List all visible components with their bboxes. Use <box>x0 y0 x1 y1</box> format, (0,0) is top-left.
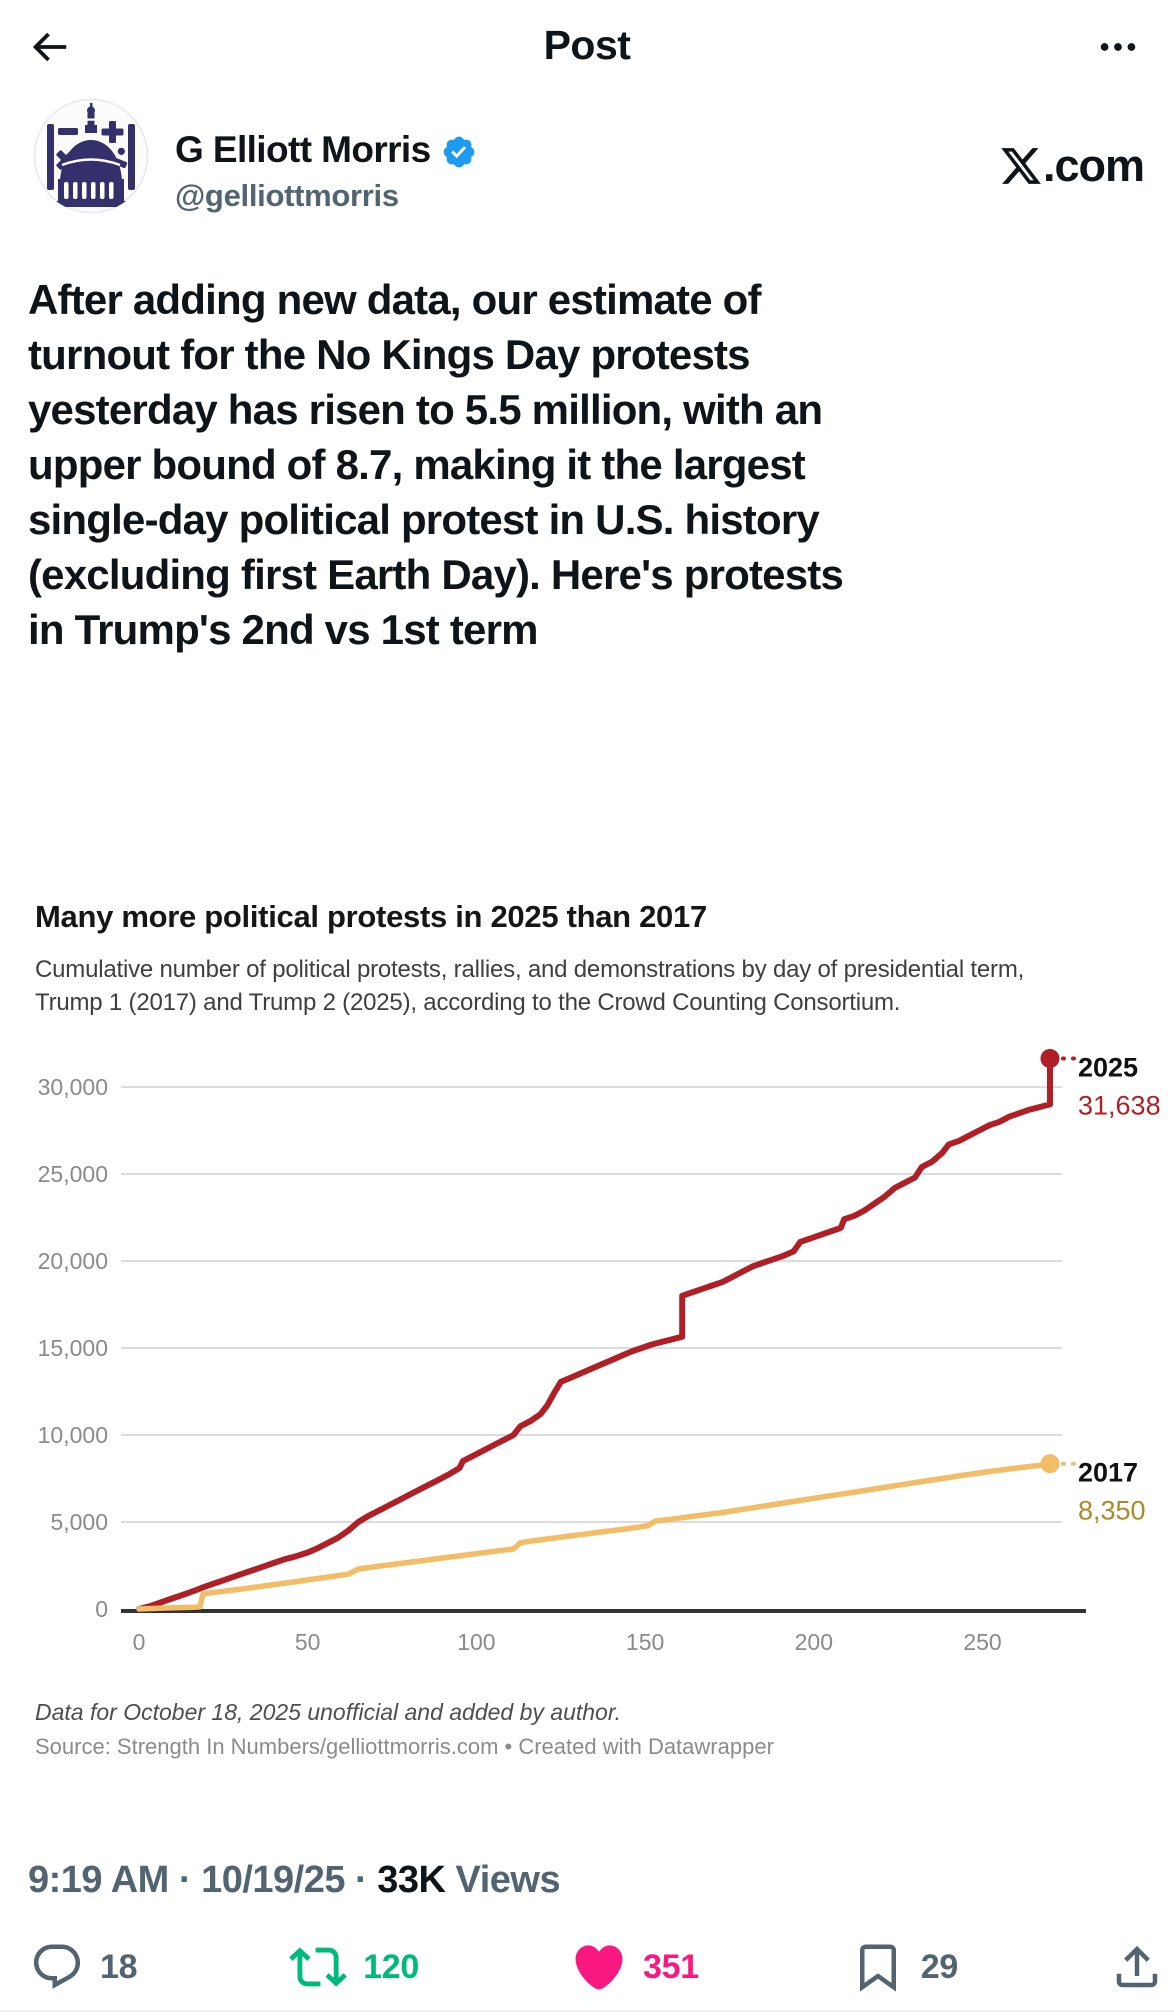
x-com-suffix: .com <box>1042 140 1145 191</box>
bookmark-button[interactable]: 29 <box>851 1940 958 1994</box>
svg-text:8,350: 8,350 <box>1078 1496 1146 1526</box>
svg-text:30,000: 30,000 <box>38 1074 108 1100</box>
svg-text:250: 250 <box>963 1629 1001 1655</box>
svg-text:20,000: 20,000 <box>38 1248 108 1274</box>
chart-figure[interactable]: 0 5,000 10,000 15,000 20,000 25,000 30,000 0 50 1… <box>0 1032 1174 1687</box>
chart-note: Data for October 18, 2025 unofficial and… <box>35 1699 622 1725</box>
x-com-watermark: .com <box>999 140 1145 192</box>
x-logo-icon <box>1001 148 1041 184</box>
bottom-divider <box>0 2010 1174 2015</box>
like-button[interactable]: 351 <box>571 1939 699 1995</box>
author-handle: @gelliottmorris <box>175 178 399 213</box>
protest-chart: 0 5,000 10,000 15,000 20,000 25,000 30,000 0 50 1… <box>38 1048 1161 1655</box>
svg-text:200: 200 <box>795 1629 833 1655</box>
share-button[interactable] <box>1110 1940 1164 1994</box>
verified-badge-icon <box>443 136 474 167</box>
svg-text:10,000: 10,000 <box>38 1422 108 1448</box>
reply-button[interactable]: 18 <box>30 1940 138 1994</box>
repost-icon <box>289 1947 348 1987</box>
svg-text:50: 50 <box>295 1629 321 1655</box>
svg-text:2017: 2017 <box>1078 1458 1138 1488</box>
svg-text:15,000: 15,000 <box>38 1335 108 1361</box>
ellipsis-icon <box>1100 43 1136 51</box>
svg-text:0: 0 <box>133 1629 146 1655</box>
tweet-text: After adding new data, our estimate of t… <box>28 276 844 653</box>
share-icon <box>1116 1945 1158 1988</box>
like-heart-icon <box>575 1945 623 1990</box>
repost-button[interactable]: 120 <box>289 1938 419 1996</box>
svg-text:0: 0 <box>95 1596 108 1622</box>
chart-source: Source: Strength In Numbers/gelliottmorr… <box>35 1734 774 1759</box>
chart-notes: Data for October 18, 2025 unofficial and… <box>35 1697 1140 1761</box>
svg-text:31,638: 31,638 <box>1078 1090 1161 1120</box>
bookmark-icon <box>859 1944 896 1992</box>
top-bar: Post <box>0 0 1174 78</box>
author-display-name: G Elliott Morris <box>175 129 431 170</box>
action-bar: 18 120 351 29 <box>0 1938 1174 1996</box>
chart-title: Many more political protests in 2025 tha… <box>35 899 707 934</box>
back-button[interactable] <box>26 24 72 70</box>
svg-text:5,000: 5,000 <box>50 1509 108 1535</box>
chart-subtitle: Cumulative number of political protests,… <box>35 956 1025 1016</box>
avatar[interactable] <box>33 98 149 214</box>
views-count: 33K <box>377 1859 446 1901</box>
views-label: Views <box>455 1859 561 1901</box>
back-arrow-icon <box>32 32 67 62</box>
repost-count: 120 <box>363 1947 420 1986</box>
more-options-button[interactable] <box>1092 24 1144 70</box>
post-meta: 9:19 AM · 10/19/25 · 33K Views <box>28 1856 1146 1904</box>
page-title: Post <box>543 22 631 68</box>
chart-header: Many more political protests in 2025 tha… <box>35 897 1140 1019</box>
author-names[interactable]: G Elliott Morris @gelliottmorris <box>175 128 477 214</box>
like-count: 351 <box>642 1947 699 1986</box>
bookmark-count: 29 <box>920 1947 959 1986</box>
svg-text:100: 100 <box>457 1629 495 1655</box>
capitol-avatar-image <box>33 98 149 214</box>
svg-text:2025: 2025 <box>1078 1052 1138 1082</box>
reply-count: 18 <box>100 1947 138 1986</box>
timestamp: 9:19 AM · 10/19/25 · <box>28 1859 368 1901</box>
svg-text:25,000: 25,000 <box>38 1161 108 1187</box>
author-row: G Elliott Morris @gelliottmorris .com <box>0 98 1174 214</box>
reply-icon <box>33 1944 81 1989</box>
svg-text:150: 150 <box>626 1629 664 1655</box>
